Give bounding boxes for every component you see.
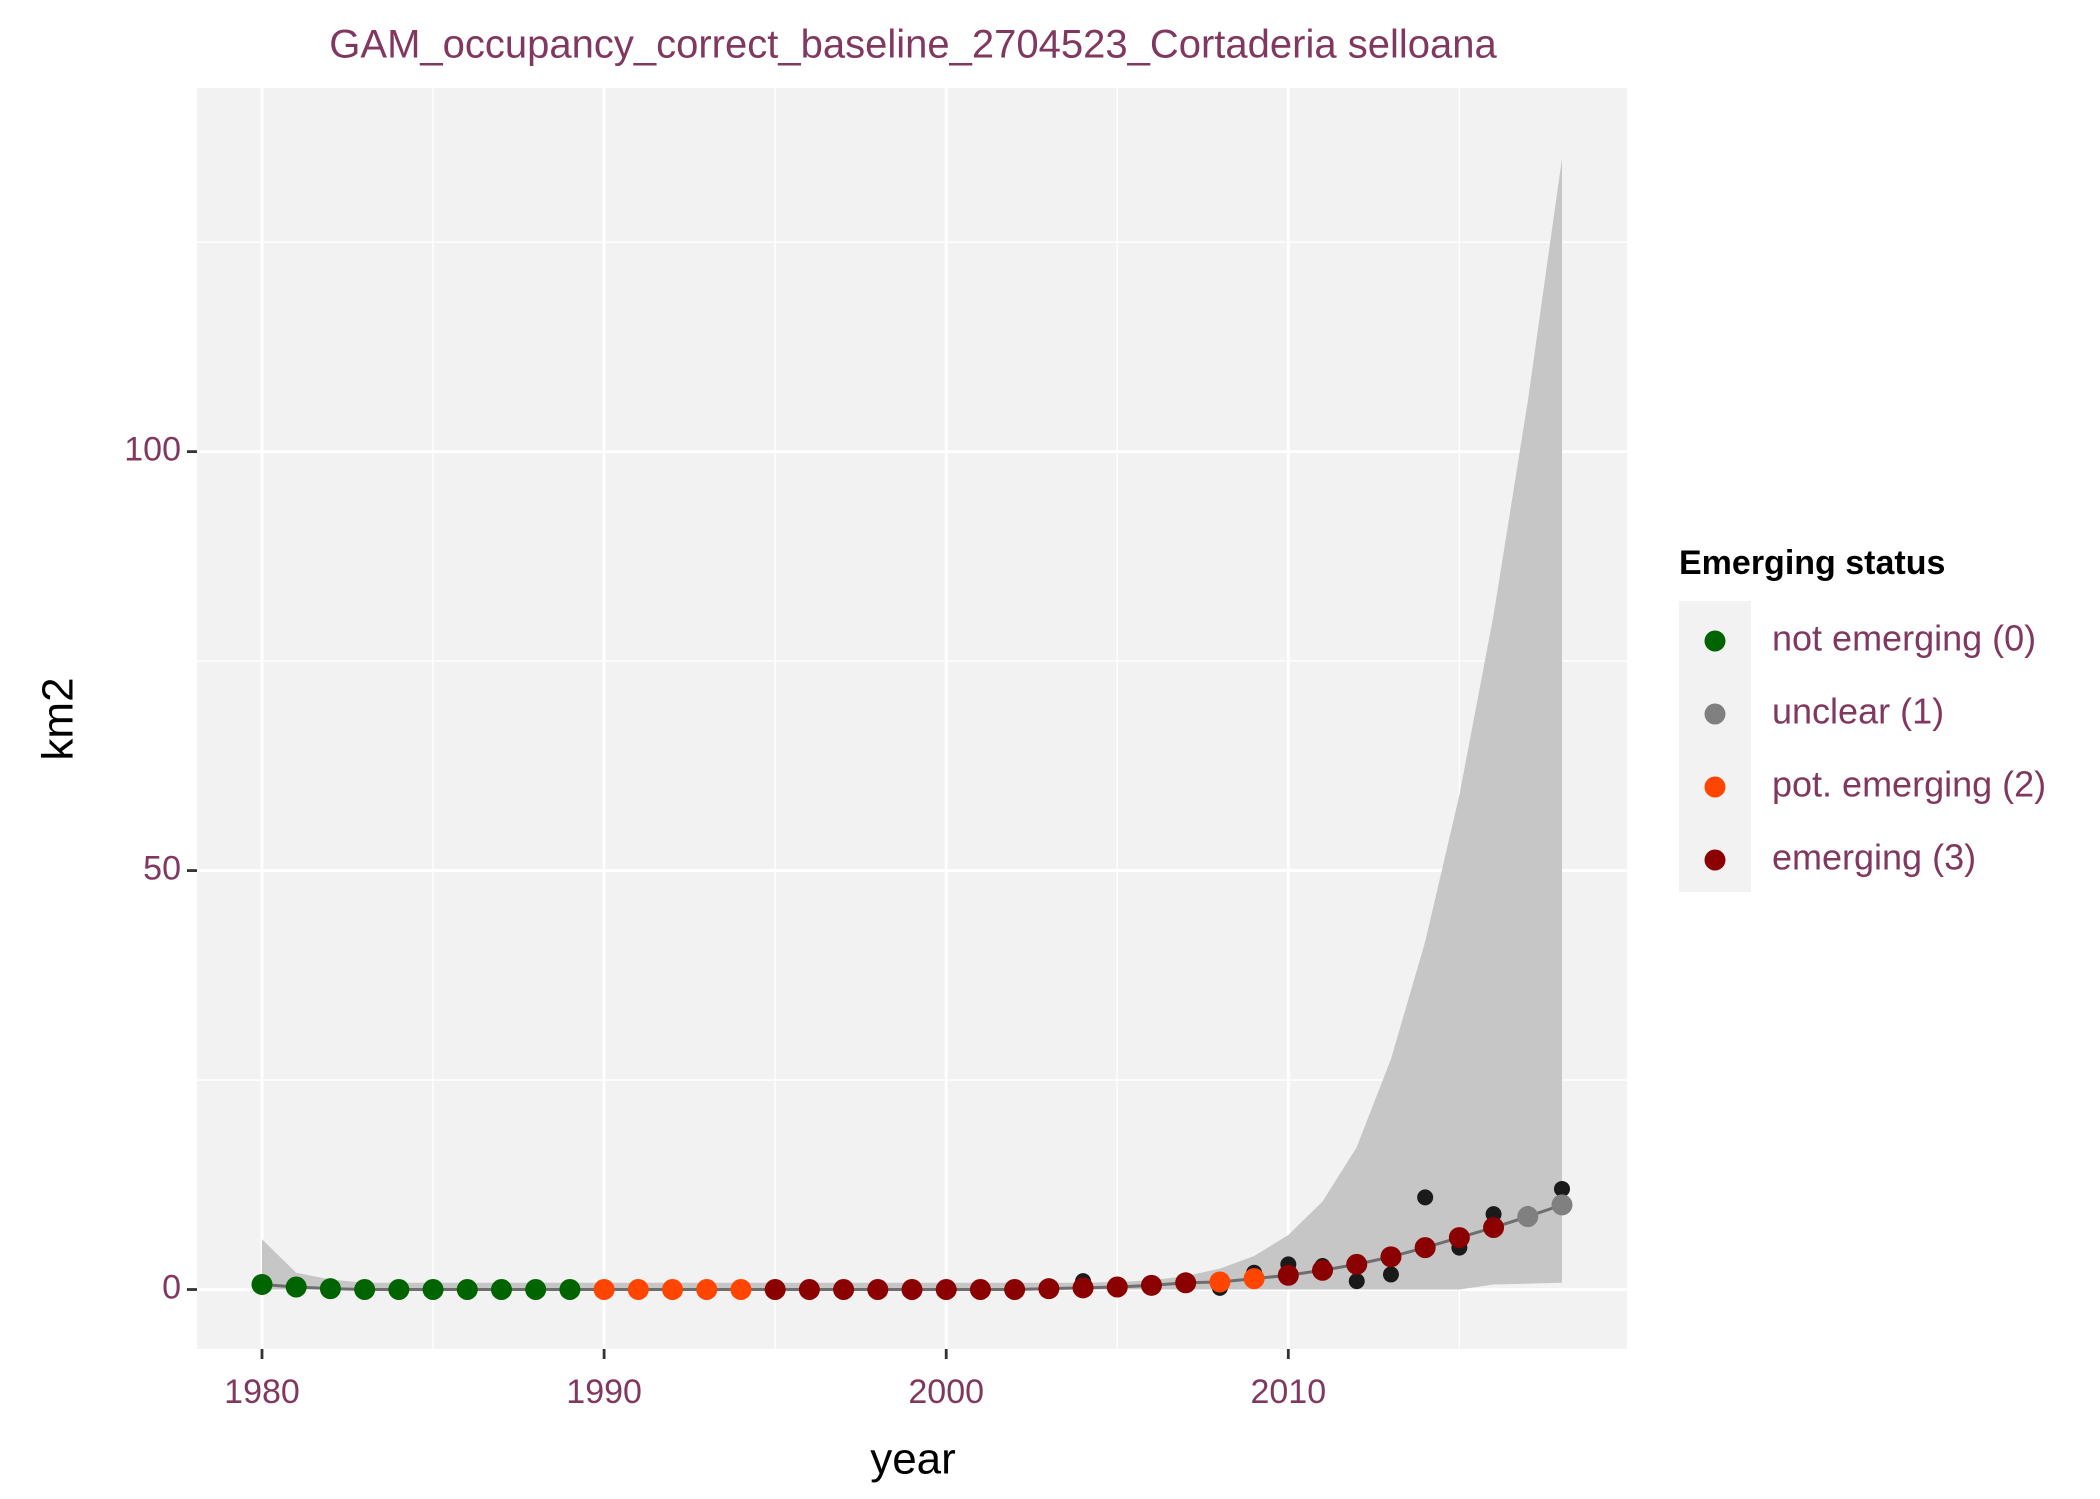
fit-point [525,1279,547,1301]
fit-point [456,1279,478,1301]
y-axis-title: km2 [34,677,83,760]
legend-label: pot. emerging (2) [1772,764,2046,805]
fit-point [1414,1237,1436,1259]
legend-key [1704,849,1726,871]
observed-point [1554,1180,1570,1197]
x-tick-label: 2000 [908,1373,984,1411]
fit-point [490,1279,512,1301]
fit-point [1380,1246,1402,1268]
legend-key [1704,776,1726,798]
fit-point [901,1279,923,1301]
fit-point [1038,1278,1060,1300]
legend-label: unclear (1) [1772,691,1944,732]
fit-point [1312,1259,1334,1281]
fit-point [422,1279,444,1301]
chart-title: GAM_occupancy_correct_baseline_2704523_C… [329,23,1497,67]
fit-point [764,1279,786,1301]
fit-point [1175,1272,1197,1294]
fit-point [1551,1194,1573,1216]
fit-point [696,1279,718,1301]
fit-point [867,1279,889,1301]
legend-label: emerging (3) [1772,837,1976,878]
fit-point [593,1279,615,1301]
fit-point [354,1279,376,1301]
fit-point [1004,1279,1026,1301]
legend-key [1704,630,1726,652]
fit-point [730,1279,752,1301]
fit-point [969,1279,991,1301]
x-tick-label: 1980 [224,1373,300,1411]
y-tick-label: 50 [143,850,181,888]
fit-point [935,1279,957,1301]
fit-point [559,1279,581,1301]
fit-point [1346,1253,1368,1275]
fit-point [1072,1277,1094,1299]
y-tick-label: 0 [162,1268,181,1306]
legend-label: not emerging (0) [1772,618,2036,659]
fit-point [388,1279,410,1301]
fit-point [662,1279,684,1301]
x-tick-label: 1990 [566,1373,642,1411]
fit-point [1277,1264,1299,1286]
legend-title: Emerging status [1679,544,1945,582]
fit-point [1448,1227,1470,1249]
observed-point [1382,1266,1399,1283]
fit-point [1483,1217,1505,1239]
fit-point [833,1279,855,1301]
x-axis-title: year [870,1435,956,1484]
fit-point [1243,1268,1265,1290]
fit-point [1517,1206,1539,1228]
confidence-band [262,158,1562,1290]
fit-point [285,1276,307,1298]
fit-point [319,1278,341,1300]
observed-point [1417,1189,1434,1206]
observed-point [1348,1273,1365,1290]
fit-point [627,1279,649,1301]
legend-key [1704,703,1726,725]
fit-point [1106,1276,1128,1298]
fit-point [1209,1271,1231,1293]
x-tick-label: 2010 [1250,1373,1326,1411]
fit-point [1140,1274,1162,1296]
y-tick-label: 100 [124,431,181,469]
fit-point [798,1279,820,1301]
fit-point [251,1273,273,1295]
